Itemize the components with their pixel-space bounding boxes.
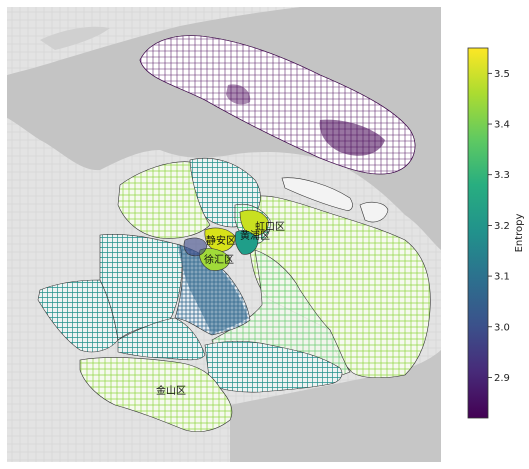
district-label-hongkou: 虹口区: [255, 221, 285, 233]
district-putuo: [183, 237, 208, 257]
district-central-blue: [178, 245, 248, 334]
changxing-island: [281, 177, 353, 211]
colorbar-tick-label: 2.9: [494, 373, 510, 384]
district-hongkou: [239, 209, 269, 237]
district-label-xuhui: 徐汇区: [204, 253, 234, 266]
district-huangpu: [234, 230, 259, 255]
district-label-jinshan: 金山区: [156, 384, 186, 397]
chongming-dense-core: [319, 119, 385, 156]
colorbar-tick-label: 3.1: [494, 272, 510, 283]
colorbar-tick-label: 3.3: [494, 170, 510, 181]
colorbar-ticks: 3.5 3.4 3.3 3.2 3.1 3.0 2.9: [488, 69, 510, 384]
district-jingan: [204, 227, 236, 253]
colorbar-tick-label: 3.4: [494, 120, 510, 131]
mainland-districts: [37, 157, 431, 433]
district-label-huangpu: 黄浦区: [240, 229, 270, 242]
hengsha-island: [359, 201, 389, 223]
chongming-west-core: [226, 84, 251, 105]
district-fengxian: [204, 340, 343, 393]
nw-island: [40, 26, 110, 50]
colorbar-tick-label: 3.0: [494, 322, 510, 333]
district-label-jingan: 静安区: [206, 234, 236, 247]
colorbar-tick-label: 3.5: [494, 69, 510, 80]
district-jinshan: [79, 357, 233, 433]
district-jiading: [117, 161, 211, 239]
district-songjiang: [117, 317, 206, 361]
central-districts: [183, 209, 269, 271]
district-xuhui: [199, 248, 231, 271]
north-bank-land: [7, 7, 300, 75]
colorbar: 3.5 3.4 3.3 3.2 3.1 3.0 2.9 Entropy: [467, 47, 525, 419]
hangzhou-bay-water: [230, 350, 441, 462]
estuary-water: [7, 7, 441, 250]
colorbar-gradient: [467, 47, 489, 419]
colorbar-tick-label: 3.2: [494, 221, 510, 232]
colorbar-title: Entropy: [514, 213, 525, 252]
district-labels: 虹口区 静安区 黄浦区 徐汇区 金山区: [156, 221, 285, 397]
